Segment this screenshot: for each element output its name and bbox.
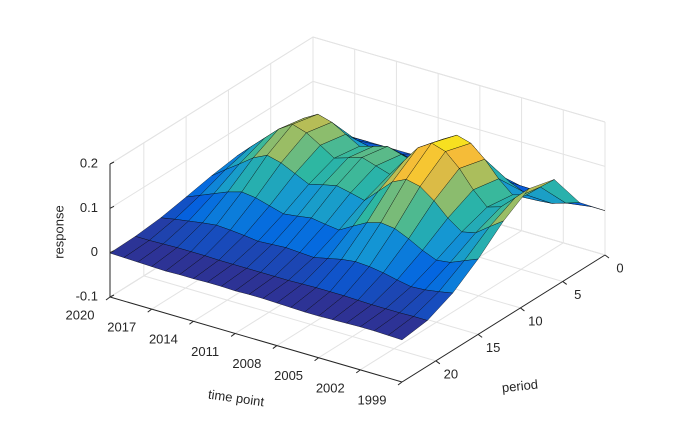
z-tick-label: -0.1 [76, 288, 98, 303]
x-tick [397, 381, 403, 386]
grid-line [143, 275, 436, 362]
y-tick [477, 333, 483, 338]
y-tick-label: 0 [616, 260, 623, 275]
x-tick [147, 308, 153, 313]
y-tick [435, 360, 441, 365]
y-tick-label: 10 [528, 313, 542, 328]
x-tick-label: 2005 [274, 368, 303, 383]
grid-line [109, 36, 314, 165]
x-tick [105, 296, 111, 301]
z-tick [109, 250, 115, 254]
x-tick [230, 333, 236, 337]
z-tick-label: 0.2 [80, 155, 98, 170]
y-tick [520, 307, 525, 312]
x-axis-line [109, 296, 403, 383]
surface-patch [387, 316, 428, 341]
x-tick-label: 2017 [107, 320, 136, 335]
y-tick [604, 254, 610, 259]
y-tick-label: 15 [486, 340, 500, 355]
grid-line [312, 80, 606, 167]
x-tick [355, 369, 361, 374]
x-tick-label: 2011 [191, 344, 219, 359]
x-tick-label: 2020 [66, 307, 95, 322]
x-axis-label: time point [207, 387, 265, 410]
y-tick-label: 20 [444, 366, 458, 381]
surface [109, 113, 606, 341]
z-tick-label: 0.1 [80, 200, 98, 215]
x-tick-label: 1999 [358, 392, 387, 407]
z-tick-label: 0 [91, 244, 98, 259]
y-tick [562, 281, 568, 285]
y-tick-label: 5 [574, 287, 581, 302]
x-tick [189, 320, 194, 325]
x-tick-label: 2002 [316, 380, 345, 395]
x-tick-label: 2014 [149, 332, 178, 347]
z-axis-label: response [51, 205, 66, 258]
x-tick [314, 357, 319, 362]
z-tick [109, 294, 115, 298]
y-axis-label: period [501, 377, 539, 396]
grid-line [312, 36, 606, 123]
grid-line [109, 80, 314, 209]
x-tick [272, 345, 278, 349]
z-tick [109, 205, 115, 209]
z-tick [109, 161, 115, 165]
x-tick-label: 2008 [232, 356, 261, 371]
